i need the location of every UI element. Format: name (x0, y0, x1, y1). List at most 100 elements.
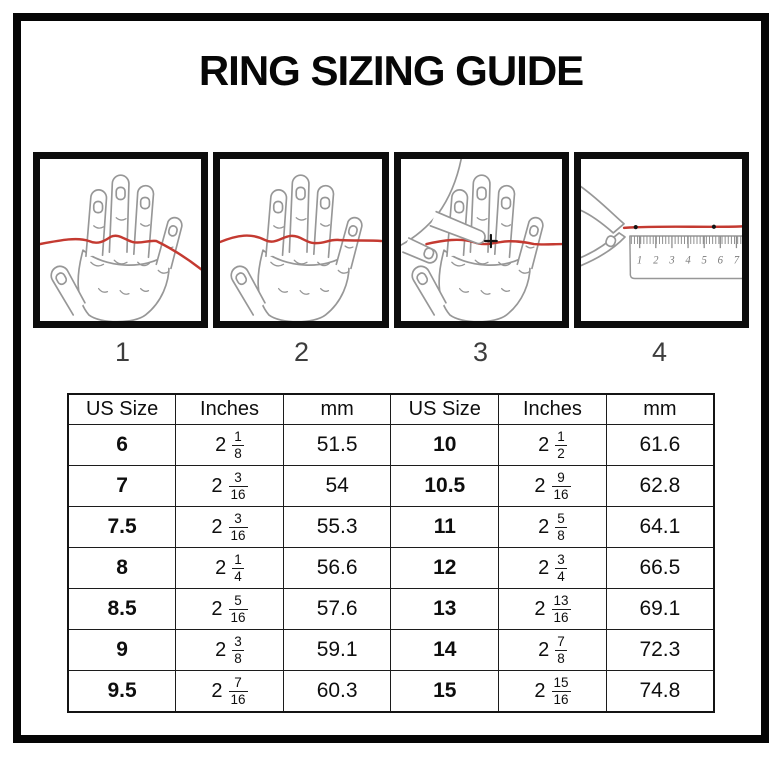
mm-cell: 64.1 (605, 506, 715, 548)
ruler-number: 1 (637, 254, 642, 266)
inches-whole: 2 (534, 597, 546, 620)
inches-cell: 2 3 16 (175, 465, 284, 507)
inches-cell: 2 3 16 (175, 506, 284, 548)
step-panel-2 (213, 152, 389, 328)
mm-cell: 57.6 (282, 588, 392, 630)
ruler-number: 5 (701, 254, 707, 266)
inches-cell: 2 7 16 (175, 670, 284, 713)
ruler-number: 6 (717, 254, 723, 266)
us-size-cell: 8.5 (67, 588, 177, 630)
ruler-number: 3 (668, 254, 675, 266)
column-header-inches: Inches (175, 393, 284, 425)
hand-marking-icon (400, 159, 562, 321)
fraction-denominator: 16 (230, 691, 246, 707)
plus-mark-icon (483, 233, 498, 249)
fraction-numerator: 1 (555, 428, 567, 446)
inches-fraction: 3 16 (228, 470, 248, 502)
fraction-numerator: 13 (551, 592, 571, 610)
table-header-row: US Size Inches mm US Size Inches mm (67, 393, 715, 425)
ruler-icon: 1 2 3 4 5 6 7 (628, 235, 742, 280)
inches-whole: 2 (538, 556, 550, 579)
column-header-mm: mm (282, 393, 392, 425)
inches-whole: 2 (211, 597, 223, 620)
table-row: 9.5 2 7 16 60.3 15 2 15 16 74.8 (67, 670, 715, 713)
inches-cell: 2 9 16 (498, 465, 607, 507)
inches-whole: 2 (211, 474, 223, 497)
ruler-measure-icon: 1 2 3 4 5 6 7 (580, 185, 742, 280)
column-header-us-size: US Size (390, 393, 500, 425)
mm-cell: 66.5 (605, 547, 715, 589)
inches-whole: 2 (211, 515, 223, 538)
fraction-denominator: 8 (557, 527, 565, 543)
inches-fraction: 15 16 (551, 674, 571, 707)
step-number-2: 2 (293, 337, 310, 367)
marking-hand-icon (400, 159, 486, 264)
inches-whole: 2 (215, 638, 227, 661)
us-size-cell: 8 (67, 547, 177, 589)
inches-whole: 2 (534, 679, 546, 702)
inches-fraction: 13 16 (551, 592, 571, 625)
outer-frame: RING SIZING GUIDE (13, 13, 769, 743)
us-size-cell: 7 (67, 465, 177, 507)
mm-cell: 74.8 (605, 670, 715, 713)
column-header-us-size: US Size (67, 393, 177, 425)
step-panel-3 (393, 152, 569, 328)
us-size-cell: 10.5 (390, 465, 500, 507)
us-size-cell: 9 (67, 629, 177, 671)
fraction-numerator: 7 (555, 633, 567, 651)
us-size-cell: 14 (390, 629, 500, 671)
fraction-numerator: 9 (551, 470, 571, 487)
hand-icon (230, 174, 363, 321)
fraction-denominator: 2 (557, 445, 565, 461)
pinch-fingers-icon (580, 185, 626, 267)
fraction-numerator: 3 (555, 551, 567, 569)
inches-whole: 2 (534, 474, 546, 497)
instruction-panels: 1 2 3 4 5 6 7 (33, 152, 749, 328)
page-title: RING SIZING GUIDE (198, 47, 584, 94)
mm-cell: 69.1 (605, 588, 715, 630)
inches-whole: 2 (211, 679, 223, 702)
inches-cell: 2 5 16 (175, 588, 284, 630)
mm-cell: 51.5 (282, 424, 392, 466)
us-size-cell: 12 (390, 547, 500, 589)
fraction-numerator: 7 (228, 675, 248, 692)
mm-cell: 55.3 (282, 506, 392, 548)
inches-fraction: 3 16 (228, 511, 248, 543)
inches-whole: 2 (215, 433, 227, 456)
mm-cell: 56.6 (282, 547, 392, 589)
mm-cell: 59.1 (282, 629, 392, 671)
fraction-denominator: 16 (553, 691, 569, 707)
us-size-cell: 11 (390, 506, 500, 548)
mm-cell: 72.3 (605, 629, 715, 671)
hand-icon (50, 174, 183, 321)
hand-string-icon (40, 174, 202, 321)
table-row: 8.5 2 5 16 57.6 13 2 13 16 69.1 (67, 588, 715, 630)
us-size-cell: 6 (67, 424, 177, 466)
us-size-cell: 13 (390, 588, 500, 630)
inches-whole: 2 (538, 638, 550, 661)
fraction-numerator: 5 (555, 510, 567, 528)
measure-dot (711, 224, 716, 229)
us-size-cell: 10 (390, 424, 500, 466)
fraction-numerator: 3 (228, 511, 248, 528)
fraction-denominator: 16 (230, 609, 246, 625)
column-header-mm: mm (605, 393, 715, 425)
string-line (622, 225, 742, 230)
ruler-number: 2 (653, 254, 659, 266)
fraction-numerator: 15 (551, 674, 571, 692)
